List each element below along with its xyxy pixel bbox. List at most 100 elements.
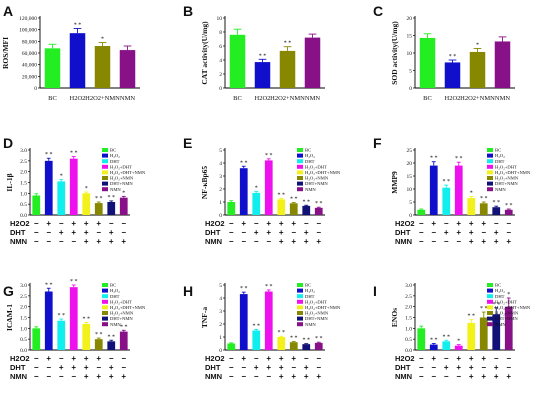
treatment-sign: + xyxy=(121,372,126,381)
legend-swatch xyxy=(487,187,493,192)
bar xyxy=(107,202,116,215)
y-axis-label: IL-1β xyxy=(5,173,14,191)
bar xyxy=(119,197,128,215)
y-tick-label: 5 xyxy=(409,69,412,75)
significance-mark: * * xyxy=(430,156,438,162)
treatment-sign: + xyxy=(266,363,271,372)
legend-label: H₂O₂ xyxy=(110,288,120,293)
significance-mark: * * xyxy=(83,316,91,322)
legend-swatch xyxy=(487,148,493,152)
treatment-sign: + xyxy=(96,372,101,381)
legend-label: NMN xyxy=(110,187,121,192)
bar xyxy=(277,199,286,215)
treatment-row-label: H2O2 xyxy=(395,219,415,228)
treatment-sign: + xyxy=(279,372,284,381)
treatment-sign: − xyxy=(291,363,296,372)
y-tick-label: 2.5 xyxy=(20,159,27,165)
treatment-sign: − xyxy=(316,354,321,363)
y-tick-label: 1.5 xyxy=(405,316,412,322)
legend-swatch xyxy=(297,311,303,315)
treatment-sign: − xyxy=(419,237,424,246)
treatment-sign: + xyxy=(316,237,321,246)
y-tick-label: 2 xyxy=(219,72,222,78)
legend-label: NMN xyxy=(305,187,316,192)
legend-label: DHT xyxy=(495,294,505,299)
treatment-sign: − xyxy=(34,219,39,228)
legend-label: H₂O₂+DHT+NMN xyxy=(305,170,341,175)
treatment-sign: − xyxy=(121,354,126,363)
y-tick-label: 0.0 xyxy=(405,348,412,354)
legend-label: H₂O₂+NMN xyxy=(495,176,519,181)
treatment-sign: − xyxy=(59,354,64,363)
significance-mark: * * xyxy=(290,336,298,342)
x-category-label: BC xyxy=(48,95,57,102)
legend-swatch xyxy=(487,294,493,299)
significance-mark: * * xyxy=(278,330,286,336)
x-category-label: BC xyxy=(233,95,242,102)
legend-label: BC xyxy=(305,283,311,288)
treatment-sign: + xyxy=(71,363,76,372)
bar xyxy=(454,345,463,350)
legend-swatch xyxy=(487,311,493,315)
treatment-sign: − xyxy=(59,372,64,381)
treatment-sign: − xyxy=(34,228,39,237)
treatment-sign: + xyxy=(46,219,51,228)
treatment-sign: + xyxy=(304,237,309,246)
bar xyxy=(504,209,513,215)
legend-swatch xyxy=(102,170,108,175)
treatment-sign: + xyxy=(469,228,474,237)
treatment-sign: − xyxy=(431,363,436,372)
legend-swatch xyxy=(487,181,493,186)
y-tick-label: 10 xyxy=(217,16,223,22)
y-axis-label: NF-κBp65 xyxy=(200,166,209,200)
bar xyxy=(314,342,323,350)
treatment-sign: + xyxy=(266,219,271,228)
treatment-sign: + xyxy=(279,363,284,372)
significance-mark: * * xyxy=(315,201,323,207)
bar xyxy=(227,343,236,350)
treatment-sign: − xyxy=(304,219,309,228)
significance-mark: * * xyxy=(265,284,273,290)
legend-label: H₂O₂+DHT xyxy=(305,164,327,169)
treatment-sign: − xyxy=(254,372,259,381)
legend-swatch xyxy=(297,299,303,304)
significance-mark: * * xyxy=(443,334,451,340)
y-tick-label: 0 xyxy=(34,86,37,92)
treatment-sign: + xyxy=(291,237,296,246)
legend-label: H₂O₂+DHT xyxy=(495,299,517,304)
treatment-sign: − xyxy=(506,219,511,228)
treatment-sign: + xyxy=(481,354,486,363)
treatment-sign: − xyxy=(266,237,271,246)
y-tick-label: 0.0 xyxy=(20,213,27,219)
treatment-sign: + xyxy=(469,237,474,246)
treatment-sign: − xyxy=(444,354,449,363)
bar xyxy=(119,50,136,88)
treatment-sign: + xyxy=(469,372,474,381)
chart-panel-d: D IL-1β 0.0 0.5 1.0 1.5 2.0 2.5 3.0 * * * * * * * * * … xyxy=(3,135,146,246)
y-tick-label: 6 xyxy=(219,44,222,50)
bar xyxy=(264,291,273,350)
legend-swatch xyxy=(297,187,303,192)
bar xyxy=(454,165,463,215)
legend-label: BC xyxy=(495,148,501,153)
y-tick-label: 100,000 xyxy=(19,28,37,34)
treatment-sign: + xyxy=(84,363,89,372)
legend-swatch xyxy=(487,164,493,169)
significance-mark: * xyxy=(101,37,104,43)
bar xyxy=(239,168,248,215)
treatment-sign: + xyxy=(109,363,114,372)
y-tick-label: 0 xyxy=(219,213,222,219)
treatment-sign: + xyxy=(279,354,284,363)
significance-mark: * * xyxy=(253,323,261,329)
y-tick-label: 2.0 xyxy=(20,305,27,311)
treatment-row-label: NMN xyxy=(395,372,412,381)
bar xyxy=(44,291,53,350)
significance-mark: * * xyxy=(430,338,438,344)
significance-mark: * * xyxy=(505,203,513,209)
significance-mark: * * xyxy=(315,336,323,342)
legend-swatch xyxy=(297,159,303,164)
legend-label: H₂O₂ xyxy=(495,288,505,293)
y-tick-label: 4 xyxy=(219,161,222,167)
treatment-sign: + xyxy=(444,228,449,237)
treatment-sign: + xyxy=(84,219,89,228)
